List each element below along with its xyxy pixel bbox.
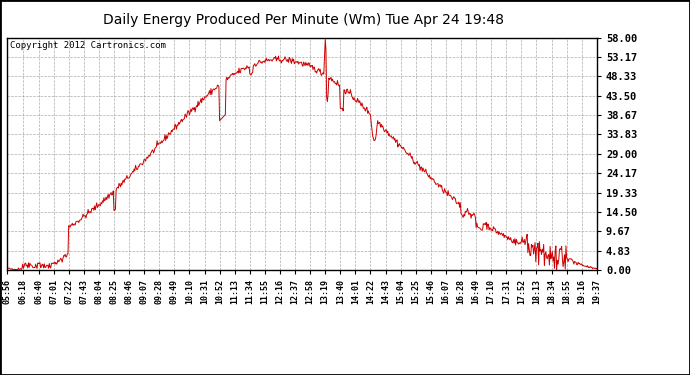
Text: Daily Energy Produced Per Minute (Wm) Tue Apr 24 19:48: Daily Energy Produced Per Minute (Wm) Tu… (103, 13, 504, 27)
Text: Copyright 2012 Cartronics.com: Copyright 2012 Cartronics.com (10, 41, 166, 50)
